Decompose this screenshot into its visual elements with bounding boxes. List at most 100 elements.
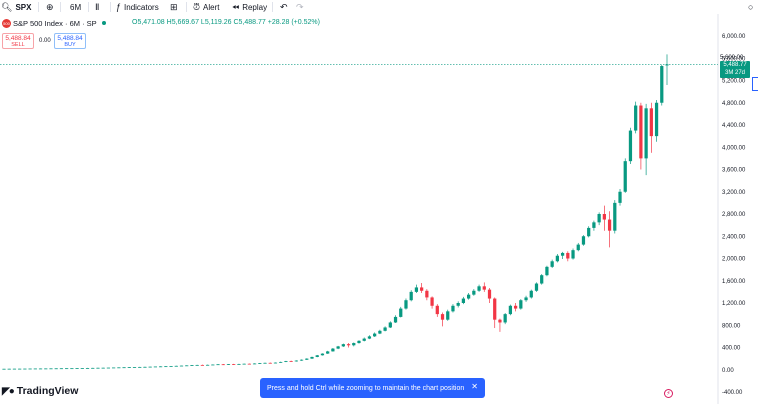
candle-body [461, 298, 466, 303]
candle-body [299, 359, 304, 361]
candle-body [404, 300, 408, 309]
candle-body [592, 222, 596, 228]
sell-button[interactable]: 5,488.84 SELL [2, 33, 34, 49]
compare-button[interactable]: ⊕ [46, 0, 54, 14]
candle-body [393, 316, 398, 323]
y-tick-label: 400.00 [722, 346, 741, 352]
candle-body [414, 287, 419, 292]
lightning-icon[interactable]: ⚡︎ [664, 389, 673, 398]
search-icon: 🔍︎ [1, 1, 13, 12]
candle-body [127, 367, 131, 368]
candle-body [373, 333, 377, 337]
open-value: O5,471.08 [132, 19, 165, 26]
spread-value: 0.00 [39, 38, 51, 44]
undo-button[interactable]: ↶ [280, 0, 288, 14]
rewind-icon: ⏪︎ [232, 1, 240, 12]
symbol-search[interactable]: 🔍︎ SPX [1, 0, 31, 14]
candle-body [513, 305, 518, 309]
candle-body [23, 368, 27, 370]
toolbar-divider [38, 2, 39, 12]
candle-body [607, 219, 612, 231]
candle-body [660, 66, 664, 103]
y-tick-label: 2,400.00 [722, 234, 746, 240]
close-icon[interactable]: ✕ [471, 382, 478, 391]
candle-body [409, 291, 413, 301]
candle-body [613, 202, 617, 231]
account-button[interactable]: ○ [748, 0, 753, 14]
sell-label: SELL [11, 42, 25, 48]
candle-body [279, 361, 283, 363]
candle-body [524, 297, 528, 301]
y-tick-label: 800.00 [722, 323, 741, 329]
change-value: +28.28 (+0.52%) [267, 19, 320, 26]
candle-body [305, 358, 309, 360]
chart-legend: 500 S&P 500 Index · 6M · SP [0, 17, 106, 29]
high-tick-label: 5,600.00 [720, 55, 744, 61]
candle-body [654, 102, 659, 137]
candle-body [346, 344, 351, 346]
chart-type-button[interactable]: Ⅱ [95, 0, 99, 14]
candle-body [190, 365, 194, 366]
candle-body [508, 305, 513, 315]
candle-body [289, 361, 293, 362]
candle-body [232, 364, 236, 365]
toolbar-divider [60, 2, 61, 12]
tradingview-logo[interactable]: ◤● TradingView [2, 385, 78, 397]
redo-button[interactable]: ↷ [296, 0, 304, 14]
indicators-button[interactable]: ƒ Indicators [116, 0, 159, 14]
y-tick-label: 5,600.00 [722, 56, 746, 62]
top-toolbar: 🔍︎ SPX ⊕ 6M Ⅱ ƒ Indicators ⊞ ⏰︎ Alert ⏪︎… [0, 0, 758, 14]
candle-body [540, 275, 544, 284]
interval-button[interactable]: 6M [70, 0, 81, 14]
toolbar-divider [88, 2, 89, 12]
candle-body [96, 367, 100, 369]
buy-button[interactable]: 5,488.84 BUY [54, 33, 86, 49]
candle-body [597, 214, 601, 223]
current-price-tag: 5,488.77 3M 27d [720, 61, 750, 78]
templates-button[interactable]: ⊞ [170, 0, 178, 14]
ohlc-values: O5,471.08 H5,669.67 L5,119.26 C5,488.77 … [132, 19, 320, 26]
status-dot [101, 21, 106, 25]
candle-body [38, 368, 43, 370]
candle-body [430, 297, 434, 306]
candle-body [446, 311, 450, 320]
y-tick-label: 0.00 [722, 368, 734, 374]
candle-body [529, 290, 533, 298]
candle-body [602, 214, 606, 220]
price-scale-handle[interactable] [752, 77, 758, 91]
candle-body [33, 368, 37, 370]
candle-body [320, 353, 325, 356]
y-tick-label: 1,600.00 [722, 279, 746, 285]
candle-body [258, 363, 262, 364]
candle-body [435, 305, 439, 315]
toolbar-divider [272, 2, 273, 12]
candle-body [493, 298, 497, 320]
candle-body [310, 356, 314, 359]
candle-body [367, 336, 372, 339]
candle-body [18, 368, 22, 370]
candle-body [362, 338, 366, 341]
grid-icon: ⊞ [170, 1, 178, 12]
legend-title[interactable]: S&P 500 Index · 6M · SP [13, 18, 97, 28]
candle-body [628, 130, 633, 162]
toolbar-divider [186, 2, 187, 12]
alert-button[interactable]: ⏰︎ Alert [193, 0, 219, 14]
candle-body [399, 308, 403, 317]
candle-body [169, 366, 173, 367]
candle-body [519, 300, 523, 309]
candle-body [211, 364, 215, 366]
candle-body [587, 227, 591, 237]
y-tick-label: 2,000.00 [722, 257, 746, 263]
candle-body [482, 286, 486, 290]
indicators-label: Indicators [124, 2, 159, 12]
replay-label: Replay [242, 2, 268, 12]
candle-body [534, 283, 539, 291]
candle-body [247, 363, 251, 365]
redo-icon: ↷ [296, 1, 304, 12]
candle-body [378, 330, 382, 334]
replay-button[interactable]: ⏪︎ Replay [232, 0, 267, 14]
candle-body [143, 366, 147, 368]
search-icon: ○ [748, 1, 754, 12]
candle-body [341, 344, 345, 347]
